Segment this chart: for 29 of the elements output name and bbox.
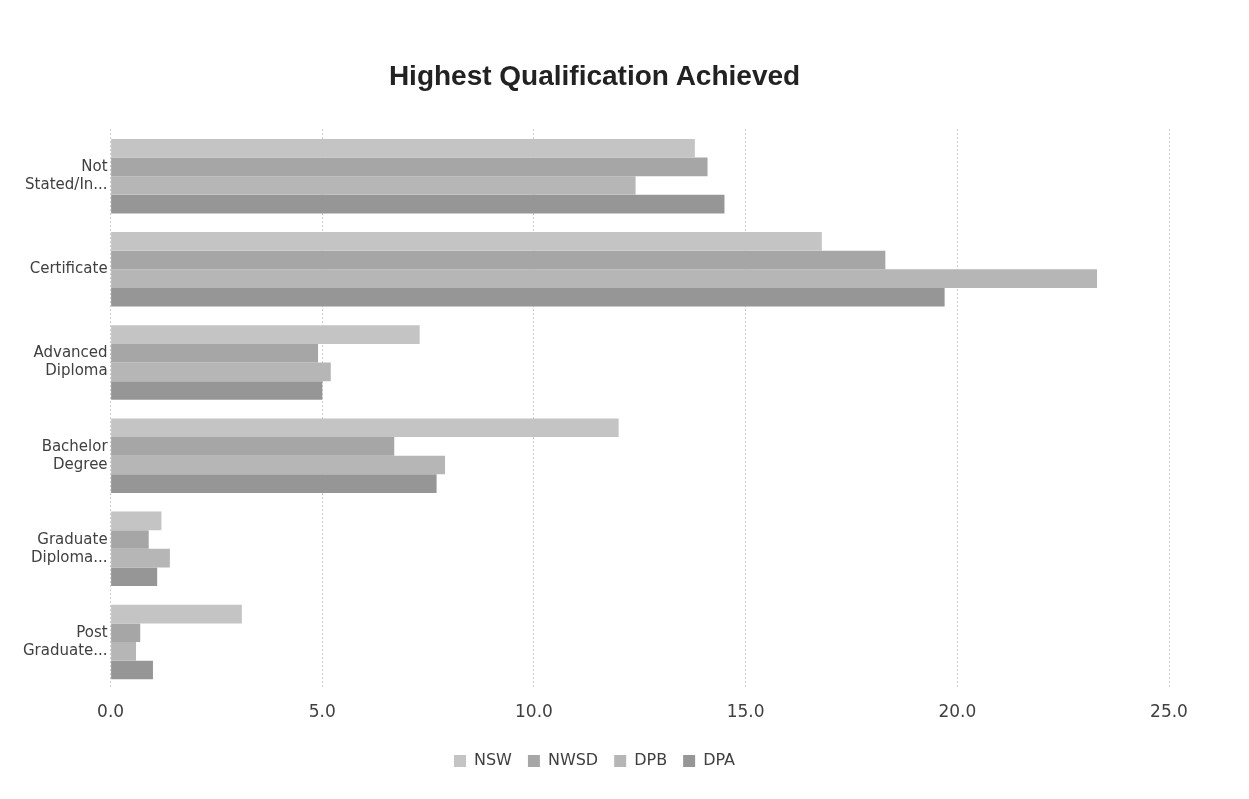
bar [111, 176, 636, 195]
chart-title: Highest Qualification Achieved [388, 59, 801, 91]
legend-label: DPA [703, 750, 736, 770]
bar [111, 232, 822, 251]
legend-label: NSW [473, 750, 513, 770]
bar [111, 269, 1098, 288]
bar [111, 511, 162, 531]
x-tick-label: 15.0 [726, 701, 765, 722]
bar [111, 455, 446, 475]
y-tick-label: Bachelor Degree [41, 436, 109, 473]
bar [111, 418, 619, 438]
legend-label: NWSD [547, 750, 599, 770]
x-tick-label: 0.0 [97, 701, 125, 722]
y-tick-label: Post Graduate... [22, 622, 108, 659]
x-tick-label: 5.0 [308, 701, 336, 722]
bar [111, 548, 170, 568]
bar [111, 642, 137, 661]
y-tick-label: Advanced Diploma [33, 343, 108, 380]
y-tick-label: Not Stated/In... [25, 157, 108, 194]
bar [111, 362, 331, 382]
x-tick-label: 25.0 [1150, 701, 1188, 722]
x-tick-label: 20.0 [938, 701, 977, 722]
legend-label: DPB [634, 750, 668, 770]
x-tick-label: 10.0 [515, 701, 553, 722]
y-tick-label: Graduate Diploma... [30, 529, 108, 566]
bar [111, 325, 420, 344]
bar [111, 138, 695, 158]
bar [111, 604, 242, 624]
y-tick-label: Certificate [29, 259, 108, 278]
